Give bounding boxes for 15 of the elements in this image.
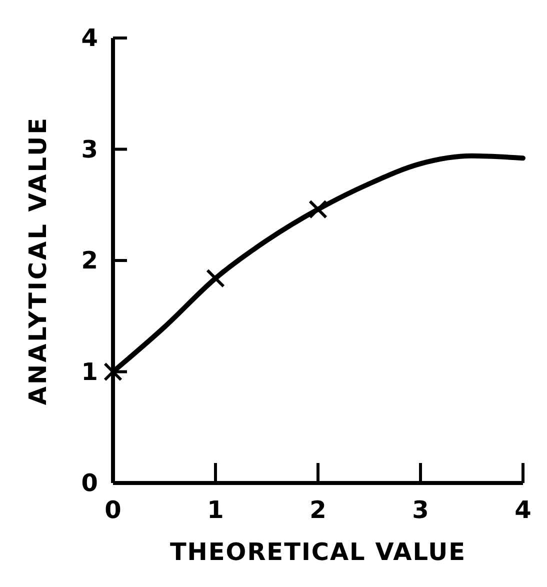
y-tick-label: 4 bbox=[81, 24, 98, 52]
point bbox=[206, 268, 225, 288]
x-tick-label: 2 bbox=[310, 496, 326, 524]
x-axis-title: THEORETICAL VALUE bbox=[170, 538, 466, 566]
x-tick-label: 3 bbox=[412, 496, 429, 524]
y-tick-label: 1 bbox=[81, 358, 98, 386]
x-tick-label: 4 bbox=[514, 496, 532, 524]
point bbox=[104, 362, 122, 382]
point bbox=[308, 200, 328, 219]
y-tick-label: 3 bbox=[81, 135, 98, 164]
x-tick-label: 0 bbox=[104, 496, 122, 524]
y-tick-label: 2 bbox=[81, 246, 98, 274]
y-tick-label: 0 bbox=[81, 469, 98, 497]
x-tick-label: 1 bbox=[207, 496, 224, 524]
y-axis-title: ANALYTICAL VALUE bbox=[24, 116, 52, 406]
